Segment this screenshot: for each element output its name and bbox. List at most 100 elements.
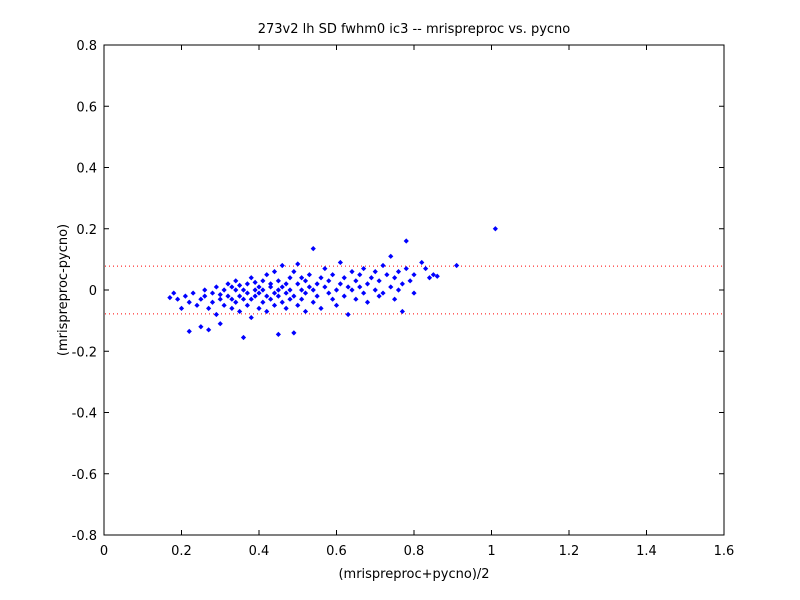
data-point [376, 278, 382, 284]
data-point [306, 272, 312, 278]
data-point [302, 278, 309, 284]
x-tick-label: 1.4 [636, 544, 657, 559]
data-point [244, 281, 250, 287]
data-point [430, 272, 436, 278]
data-point [330, 296, 336, 302]
data-point [229, 284, 235, 290]
data-point [275, 293, 281, 299]
data-point [364, 299, 371, 305]
data-point [318, 305, 324, 311]
data-point [341, 293, 347, 299]
x-tick-label: 0.2 [171, 544, 192, 559]
data-point [349, 269, 355, 275]
data-point [167, 295, 173, 301]
data-point [248, 296, 254, 302]
data-point [233, 287, 239, 293]
y-axis-ticks: 0.8 0.6 0.4 0.2 0 -0.2 -0.4 -0.6 -0.8 [72, 39, 724, 544]
data-point [395, 269, 402, 275]
x-tick-label: 0.8 [404, 544, 425, 559]
data-point [244, 302, 250, 308]
data-point [392, 296, 398, 302]
data-point [256, 284, 262, 290]
data-point [217, 296, 223, 302]
data-point [306, 284, 312, 290]
x-tick-label: 0.4 [249, 544, 270, 559]
data-point [209, 290, 216, 296]
data-point [295, 302, 301, 308]
data-point [361, 265, 367, 272]
data-point [310, 299, 316, 305]
data-point [198, 324, 204, 330]
data-point [454, 262, 460, 269]
data-point [310, 246, 316, 252]
data-point [364, 281, 371, 287]
data-point [217, 321, 223, 327]
data-point [252, 279, 258, 285]
y-tick-label: 0.4 [76, 162, 97, 177]
data-point [229, 305, 235, 311]
data-points [167, 226, 498, 341]
data-point [275, 278, 281, 284]
data-point [252, 293, 258, 299]
plot-area [103, 44, 725, 536]
data-point [225, 293, 231, 299]
data-point [213, 284, 219, 290]
data-point [279, 299, 285, 305]
data-point [271, 302, 278, 308]
data-point [380, 262, 386, 269]
data-point [287, 275, 293, 281]
data-point [392, 275, 398, 281]
data-point [283, 290, 289, 296]
data-point [353, 296, 359, 302]
data-point [388, 284, 394, 290]
data-point [310, 287, 316, 293]
y-axis-label: (mrispreproc-pycno) [56, 224, 71, 356]
y-tick-label: -0.4 [72, 407, 97, 422]
data-point [221, 302, 227, 308]
data-point [403, 238, 409, 244]
data-point [345, 311, 351, 318]
data-point [318, 275, 324, 281]
data-point [190, 290, 196, 296]
data-point [202, 287, 208, 293]
data-point [330, 272, 336, 278]
data-point [291, 293, 297, 299]
data-point [492, 226, 498, 232]
data-point [384, 272, 390, 278]
data-point [407, 278, 413, 284]
data-point [271, 290, 278, 296]
data-point [295, 261, 301, 267]
data-point [388, 253, 394, 259]
data-point [202, 293, 208, 299]
data-point [209, 299, 216, 305]
data-point [225, 281, 231, 287]
data-point [268, 281, 274, 287]
y-tick-label: 0 [89, 284, 97, 299]
data-point [260, 287, 266, 293]
data-point [240, 287, 247, 293]
data-point [275, 331, 281, 338]
data-point [333, 287, 340, 293]
data-point [233, 299, 239, 305]
data-point [299, 287, 305, 293]
data-point [178, 305, 185, 311]
data-point [229, 296, 235, 302]
data-point [434, 273, 440, 279]
data-point [302, 308, 309, 315]
data-point [233, 278, 239, 284]
x-tick-label: 0 [100, 544, 108, 559]
data-point [186, 328, 192, 334]
y-tick-label: 0.8 [76, 39, 97, 54]
data-point [260, 278, 266, 284]
data-point [217, 291, 223, 298]
data-point [380, 290, 386, 296]
data-point [260, 299, 266, 305]
data-point [419, 259, 425, 266]
y-tick-label: 0.6 [76, 100, 97, 115]
data-point [426, 275, 433, 281]
data-point [264, 272, 270, 278]
data-point [299, 275, 305, 281]
data-point [221, 287, 227, 293]
data-point [248, 314, 254, 321]
